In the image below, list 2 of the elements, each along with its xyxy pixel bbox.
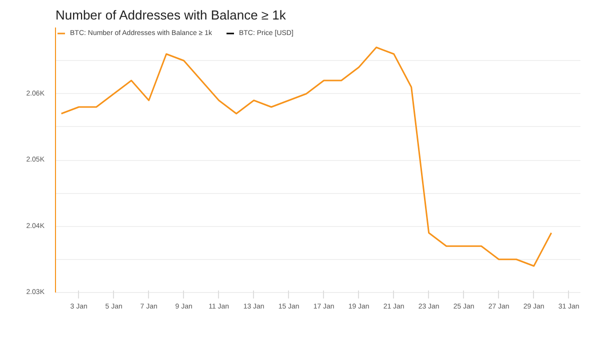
chart-title: Number of Addresses with Balance ≥ 1k <box>56 8 286 22</box>
line-series <box>60 46 552 267</box>
